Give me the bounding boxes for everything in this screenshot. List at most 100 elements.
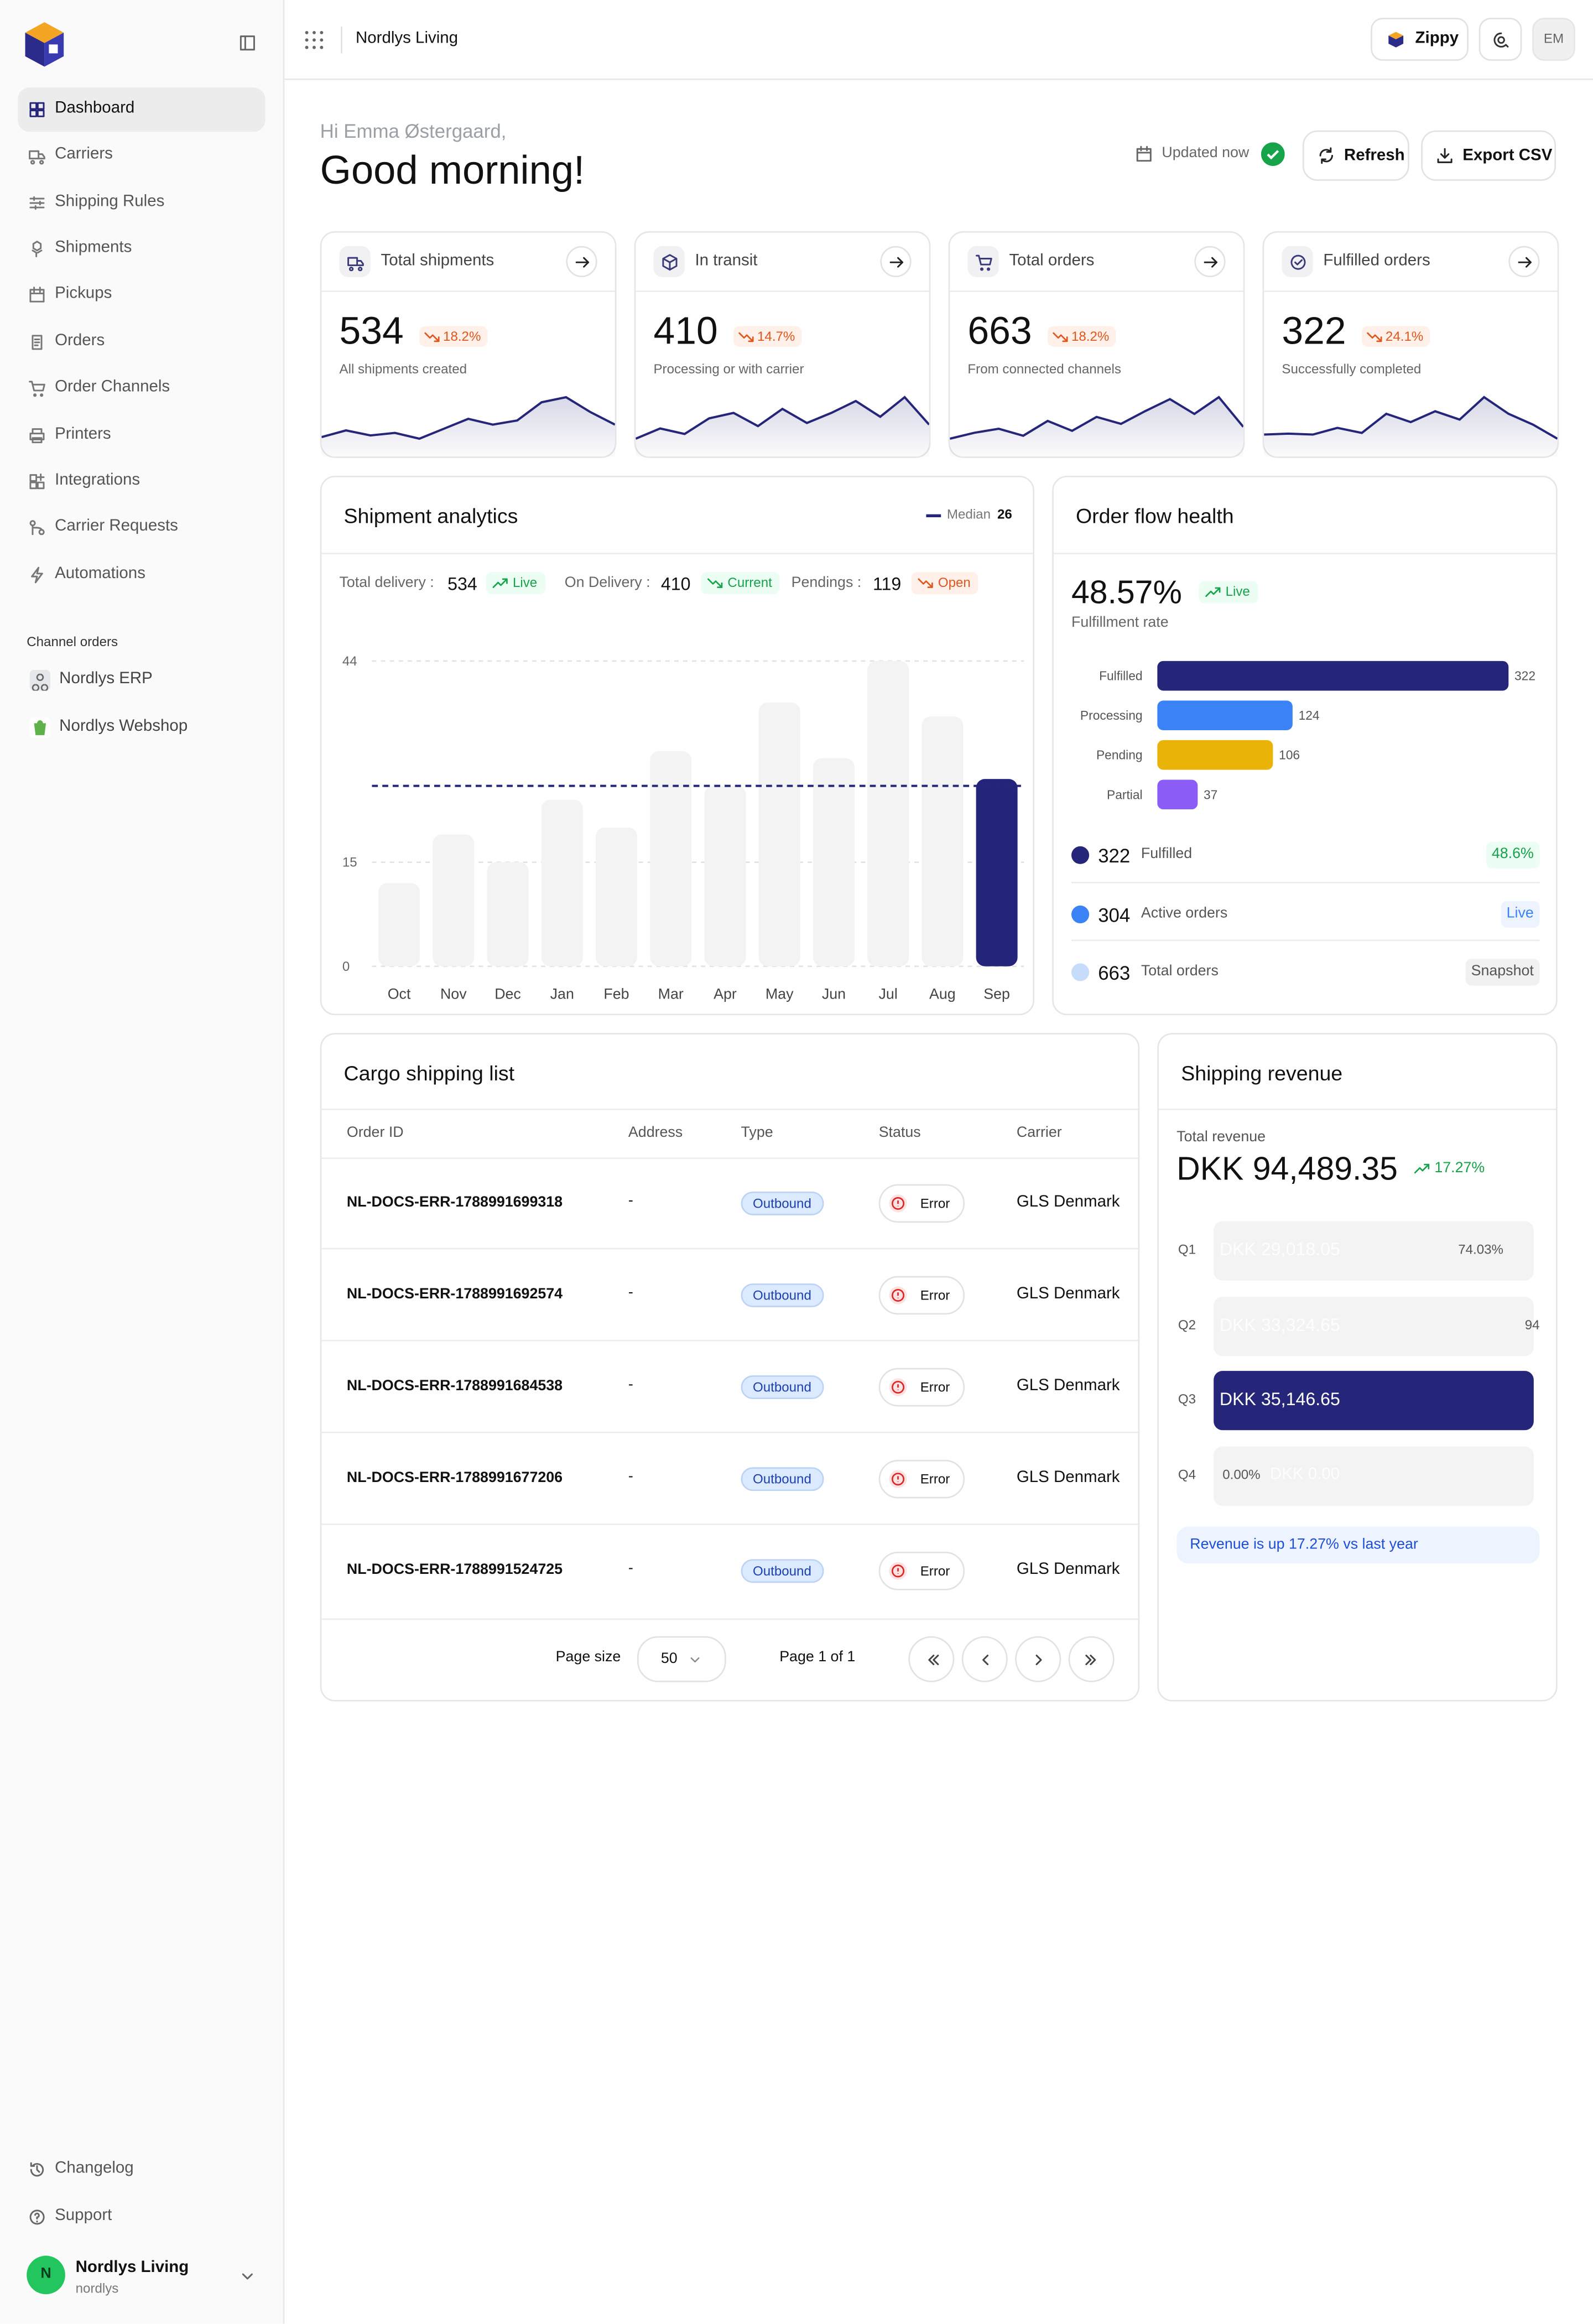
nav-item[interactable]: Printers xyxy=(55,424,111,443)
summary-value: 304 xyxy=(1098,903,1131,926)
kpi-card: Fulfilled orders 322 24.1% Successfully com… xyxy=(1262,231,1559,458)
hbar-chart: Fulfilled 322 Processing 124 Pending 106 Parti… xyxy=(1080,661,1535,810)
order-id[interactable]: NL-DOCS-ERR-1788991524725 xyxy=(346,1562,563,1579)
arrow-icon-shape xyxy=(889,257,904,268)
apps-icon xyxy=(305,30,324,49)
status-label: Error xyxy=(920,1288,950,1303)
error-icon-ring xyxy=(891,1564,905,1578)
nav-active-bg xyxy=(18,87,266,132)
header-button-icon xyxy=(1437,148,1453,163)
pagination-button[interactable] xyxy=(1068,1636,1115,1682)
trend-down-icon-shape xyxy=(424,331,440,341)
kpi-open-button[interactable] xyxy=(1194,246,1226,277)
carrier: GLS Denmark xyxy=(1016,1193,1120,1211)
channel-item[interactable]: Nordlys Webshop xyxy=(59,716,188,735)
quarter-bar: DKK 29,018.05 74.03% xyxy=(1214,1221,1534,1281)
nav-item[interactable]: Shipping Rules xyxy=(55,192,165,210)
status-label: Error xyxy=(920,1472,950,1487)
apps-dot xyxy=(320,30,324,34)
order-id[interactable]: NL-DOCS-ERR-1788991684538 xyxy=(346,1378,563,1395)
footer-icon-shape xyxy=(29,2209,45,2224)
pagination-button[interactable] xyxy=(1015,1636,1061,1682)
nav-item[interactable]: Carriers xyxy=(55,145,113,164)
page-size-value: 50 xyxy=(660,1651,678,1667)
address: - xyxy=(628,1193,633,1210)
divider xyxy=(321,1524,1138,1525)
kpi-icon-shape xyxy=(1290,254,1305,269)
pagination-button[interactable] xyxy=(961,1636,1008,1682)
pagination-button[interactable] xyxy=(908,1636,955,1682)
revenue-trend-icon-shape xyxy=(1414,1163,1430,1174)
pagination-icon-shape xyxy=(982,1655,989,1666)
header-button-label: Export CSV xyxy=(1462,147,1553,165)
header-button[interactable]: Refresh xyxy=(1302,130,1409,181)
quarter-share: 74.03% xyxy=(1458,1242,1504,1257)
address: - xyxy=(628,1285,633,1302)
page-size-select[interactable]: 50 xyxy=(637,1636,726,1682)
address: - xyxy=(628,1468,633,1485)
stat-badge: Open xyxy=(911,572,978,595)
summary-label: Fulfilled xyxy=(1141,846,1193,863)
arrow-icon-shape xyxy=(1518,257,1532,268)
sparkline xyxy=(321,396,615,457)
trend-down-icon-shape xyxy=(1367,331,1382,341)
divider xyxy=(1159,1108,1556,1110)
kpi-change-value: 18.2% xyxy=(1071,329,1110,344)
stat-badge-icon xyxy=(707,578,723,588)
nav-item[interactable]: Automations xyxy=(55,564,145,582)
pagination-icon xyxy=(982,1655,989,1666)
separator xyxy=(341,27,342,54)
x-tick-label: Mar xyxy=(658,986,684,1002)
footer-item[interactable]: Changelog xyxy=(55,2159,134,2177)
summary-badge: Snapshot xyxy=(1465,959,1540,986)
kpi-icon-bg xyxy=(339,246,371,277)
account-name[interactable]: Nordlys Living xyxy=(75,2258,189,2277)
sparkline-area xyxy=(636,397,929,457)
nav-item[interactable]: Shipments xyxy=(55,238,132,257)
check-icon xyxy=(1261,142,1285,167)
update-status: Updated now xyxy=(1162,145,1250,162)
help-button[interactable] xyxy=(1479,18,1522,61)
nav-icon xyxy=(29,102,45,117)
sparkline-line xyxy=(321,396,615,440)
order-id[interactable]: NL-DOCS-ERR-1788991699318 xyxy=(346,1194,563,1211)
kpi-card: Total orders 663 18.2% From connected chann… xyxy=(948,231,1245,458)
header-button[interactable]: Export CSV xyxy=(1421,130,1556,181)
divider xyxy=(321,1157,1138,1160)
logo xyxy=(25,22,64,67)
kpi-open-button[interactable] xyxy=(1508,246,1540,277)
x-tick-label: Dec xyxy=(494,986,521,1002)
logo-window xyxy=(49,44,58,54)
bar-chart: 0 15 44 Oct Nov Dec Jan Feb Mar Apr May Jun Jul Aug Se… xyxy=(342,654,1024,1002)
arrow-icon xyxy=(889,257,904,268)
user-avatar[interactable]: EM xyxy=(1532,18,1575,61)
nav-item[interactable]: Order Channels xyxy=(55,378,170,396)
x-tick-label: Nov xyxy=(440,986,467,1002)
order-id[interactable]: NL-DOCS-ERR-1788991692574 xyxy=(346,1286,563,1303)
kpi-icon-bg xyxy=(967,246,999,277)
stat-value: 534 xyxy=(447,573,477,595)
greeting: Hi Emma Østergaard, xyxy=(320,120,507,143)
status-badge: Error xyxy=(878,1459,965,1499)
workspace-button[interactable]: Zippy xyxy=(1371,18,1469,61)
order-id[interactable]: NL-DOCS-ERR-1788991677206 xyxy=(346,1470,563,1487)
footer-icon xyxy=(29,2209,45,2224)
help-icon-shape xyxy=(1493,32,1509,48)
card-title: Shipment analytics xyxy=(343,503,518,528)
select-chevron-shape xyxy=(690,1657,700,1663)
nav-item[interactable]: Carrier Requests xyxy=(55,517,178,535)
footer-item[interactable]: Support xyxy=(55,2206,112,2224)
x-tick-label: Aug xyxy=(929,986,956,1002)
revenue-label: Total revenue xyxy=(1176,1129,1266,1146)
kpi-open-button[interactable] xyxy=(880,246,912,277)
sparkline-line xyxy=(1264,396,1558,440)
channel-item[interactable]: Nordlys ERP xyxy=(59,669,153,688)
nav-item[interactable]: Integrations xyxy=(55,471,140,489)
kpi-label: Total shipments xyxy=(381,252,494,270)
y-tick-label: 44 xyxy=(342,654,357,669)
kpi-open-button[interactable] xyxy=(566,246,597,277)
nav-item[interactable]: Dashboard xyxy=(55,99,135,117)
nav-icon-shape xyxy=(32,241,43,258)
nav-item[interactable]: Orders xyxy=(55,331,105,350)
nav-item[interactable]: Pickups xyxy=(55,285,112,303)
